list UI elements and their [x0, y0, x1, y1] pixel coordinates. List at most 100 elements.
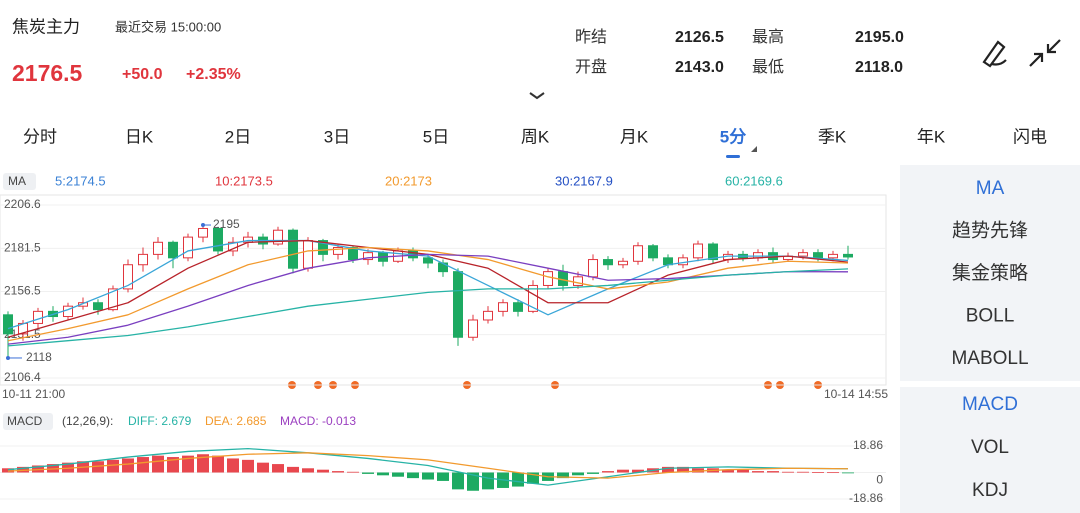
ma-line	[7, 268, 849, 347]
tab[interactable]: 月K	[620, 127, 649, 146]
macd-value-label: MACD: -0.013	[280, 414, 356, 428]
dea-label: DEA: 2.685	[205, 414, 267, 428]
ma-line	[7, 239, 849, 330]
change: +50.0	[122, 66, 163, 83]
high-label: 2195	[213, 217, 240, 231]
low-label: 2118	[26, 350, 52, 364]
macd-bar	[167, 457, 179, 473]
y-tick-label: 2206.6	[4, 197, 41, 211]
macd-bar	[377, 472, 389, 476]
status: 最近交易 15:00:00	[115, 19, 221, 34]
macd-bar	[227, 458, 239, 473]
tab[interactable]: 日K	[125, 127, 154, 146]
tab[interactable]: 周K	[521, 127, 550, 146]
expand-caret[interactable]	[529, 92, 545, 100]
indicator-option[interactable]: KDJ	[972, 480, 1008, 501]
macd-bar	[182, 455, 194, 473]
candle-body	[693, 243, 703, 259]
macd-bar	[722, 469, 734, 473]
dea-line	[7, 452, 849, 479]
y-tick-label: 2106.4	[4, 370, 41, 384]
plot-frame	[0, 194, 887, 386]
macd-bar	[437, 472, 449, 481]
tab[interactable]: 闪电	[1013, 127, 1047, 146]
candle-body	[198, 227, 208, 238]
draw-icon[interactable]	[982, 40, 1007, 68]
macd-bar	[632, 469, 644, 473]
tab[interactable]: 2日	[225, 127, 251, 146]
macd-bar	[557, 472, 569, 479]
ma-legend: 5:2174.5	[55, 173, 106, 188]
macd-bar	[122, 458, 134, 473]
macd-bar	[527, 472, 539, 484]
candle-body	[828, 253, 838, 259]
macd-bar	[332, 471, 344, 473]
candle-body	[153, 241, 163, 255]
indicator-option[interactable]: 集金策略	[952, 262, 1028, 284]
candle-body	[183, 236, 193, 259]
macd-bar	[602, 471, 614, 473]
field-label: 最高	[752, 28, 784, 46]
ma-legend: 60:2169.6	[725, 173, 783, 188]
macd-bar	[752, 471, 764, 473]
macd-bar	[137, 457, 149, 473]
candle-body	[213, 227, 223, 252]
candle-body	[108, 288, 118, 311]
field-label: 昨结	[575, 28, 607, 46]
ma-badge[interactable]	[3, 173, 36, 190]
macd-bar	[257, 462, 269, 473]
macd-bar	[107, 459, 119, 473]
diff-label: DIFF: 2.679	[128, 414, 192, 428]
tab-dropdown[interactable]	[751, 146, 757, 152]
tab[interactable]: 年K	[917, 127, 946, 146]
macd-bar	[827, 472, 839, 474]
field-value: 2126.5	[675, 29, 724, 46]
y-tick-label: 2181.5	[4, 241, 41, 255]
macd-bar	[482, 472, 494, 490]
macd-bar	[767, 471, 779, 473]
macd-bar	[152, 455, 164, 473]
indicator-option[interactable]: BOLL	[966, 306, 1015, 327]
candle-body	[123, 264, 133, 290]
macd-badge[interactable]	[3, 413, 53, 430]
candle-body	[138, 253, 148, 266]
tab-bar: 分时 日K 2日 3日 5日 周K 月K 5分 季K 年K 闪电	[23, 127, 1047, 158]
macd-bar	[302, 468, 314, 473]
collapse-icon[interactable]	[1029, 39, 1061, 67]
macd-bar	[347, 471, 359, 473]
macd-bar	[407, 472, 419, 479]
indicator-option[interactable]: MABOLL	[951, 348, 1028, 369]
ma-legend: 30:2167.9	[555, 173, 613, 188]
macd-bar	[452, 472, 464, 490]
macd-bar	[422, 472, 434, 480]
candle-body	[318, 240, 328, 255]
start-time: 10-11 21:00	[2, 387, 65, 401]
candle-body	[273, 229, 283, 245]
indicator-option[interactable]: MACD	[962, 394, 1018, 415]
candle-body	[78, 302, 88, 307]
macd-bar	[692, 468, 704, 473]
low-dot	[6, 355, 10, 360]
candle-body	[618, 260, 628, 266]
indicator-option[interactable]: 趋势先锋	[952, 220, 1028, 242]
macd-tick-label: -18.86	[849, 491, 883, 505]
candle-body	[708, 243, 718, 261]
tab[interactable]: 季K	[818, 127, 847, 146]
field-value: 2195.0	[855, 29, 904, 46]
candle-body	[453, 271, 463, 338]
diff-line	[7, 447, 849, 486]
indicator-option[interactable]: MA	[976, 178, 1005, 199]
tab[interactable]: 5分	[720, 127, 746, 146]
macd-bar	[317, 469, 329, 473]
macd-bar	[272, 464, 284, 473]
tab[interactable]: 5日	[423, 127, 449, 146]
macd-tick-label: 18.86	[853, 438, 883, 452]
tab[interactable]: 分时	[23, 127, 57, 146]
tab[interactable]: 3日	[324, 127, 350, 146]
macd-bar	[32, 465, 44, 473]
candle-body	[603, 259, 613, 266]
macd-bar	[197, 454, 209, 473]
field-value: 2118.0	[855, 59, 903, 76]
candle-body	[333, 246, 343, 255]
indicator-option[interactable]: VOL	[971, 437, 1009, 458]
